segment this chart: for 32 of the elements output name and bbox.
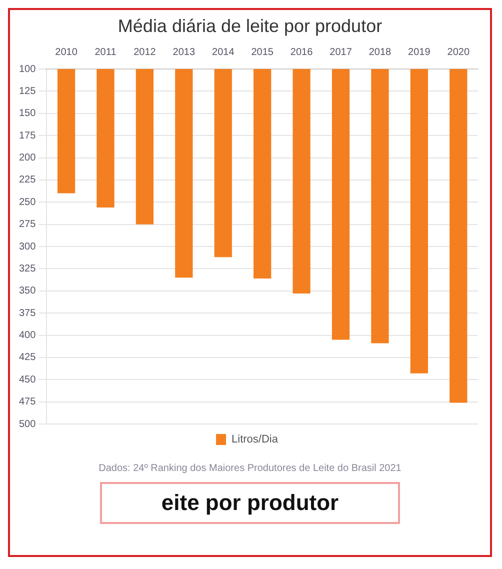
x-tick-label: 2018 xyxy=(368,46,392,58)
y-tick-label: 150 xyxy=(18,108,36,120)
text: Dados: 24º Ranking dos Maiores Produtores de Leite do Brasil 2021 xyxy=(98,463,402,474)
text: eite por produtor xyxy=(100,482,400,524)
y-tick-label: 425 xyxy=(18,352,36,364)
x-tick-label: 2017 xyxy=(330,46,352,58)
x-tick-label: 2015 xyxy=(251,46,274,58)
y-tick-label: 100 xyxy=(18,64,36,75)
x-tick-label: 2013 xyxy=(172,46,196,58)
x-tick-label: 2014 xyxy=(212,46,235,58)
y-tick-label: 475 xyxy=(18,396,36,408)
y-tick-label: 325 xyxy=(18,263,36,274)
y-tick-label: 500 xyxy=(18,418,36,430)
y-tick-label: 125 xyxy=(18,86,36,97)
x-tick-label: 2010 xyxy=(55,46,78,58)
y-tick-label: 250 xyxy=(18,196,36,208)
y-tick-label: 375 xyxy=(18,308,36,319)
y-tick-label: 225 xyxy=(18,174,36,186)
chart-title: Média diária de leite por produtor xyxy=(116,15,384,38)
y-tick-label: 175 xyxy=(18,130,36,142)
y-tick-label: 400 xyxy=(18,330,36,341)
y-tick-label: 275 xyxy=(18,219,36,230)
x-tick-label: 2016 xyxy=(290,46,314,58)
y-tick-label: 450 xyxy=(18,374,36,386)
y-tick-label: 350 xyxy=(18,286,36,297)
x-tick-label: 2020 xyxy=(447,46,470,58)
legend-label: Litros/Dia xyxy=(232,434,279,446)
x-tick-label: 2019 xyxy=(408,46,431,58)
x-tick-label: 2011 xyxy=(94,46,117,58)
y-tick-label: 300 xyxy=(18,241,36,252)
y-tick-label: 200 xyxy=(18,152,36,164)
x-tick-label: 2012 xyxy=(134,46,156,58)
